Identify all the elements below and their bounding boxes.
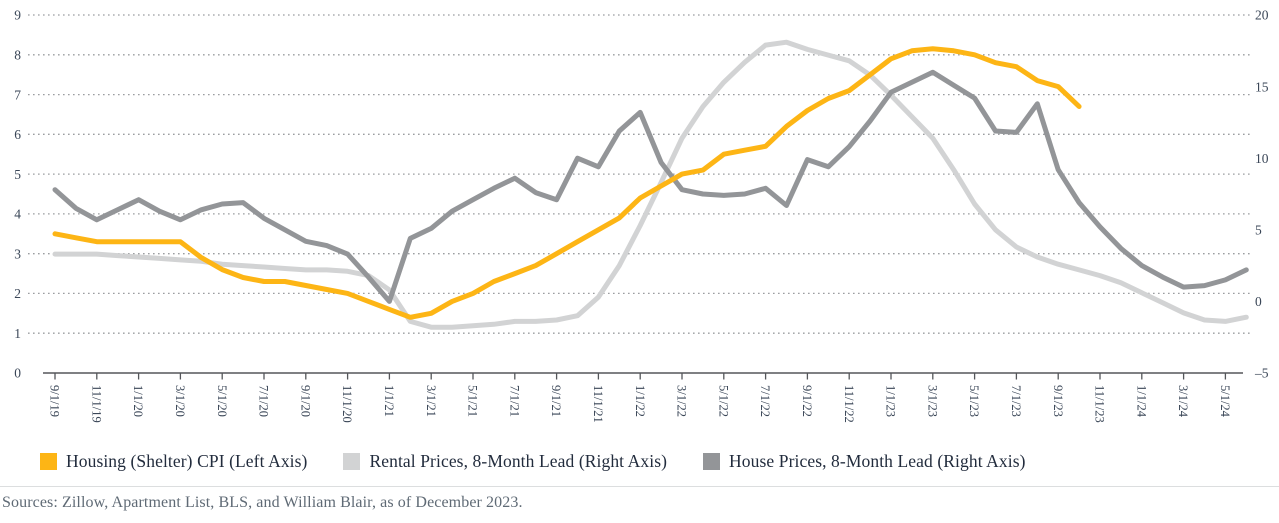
chart-legend: Housing (Shelter) CPI (Left Axis) Rental…	[0, 441, 1279, 481]
x-axis-tick-label: 7/1/21	[507, 385, 521, 417]
left-axis-tick-label: 2	[14, 286, 21, 301]
x-axis-tick-label: 11/1/23	[1093, 385, 1107, 423]
right-axis-tick-label: 15	[1255, 79, 1269, 94]
x-axis-tick-label: 9/1/23	[1051, 385, 1065, 417]
x-axis-tick-label: 7/1/22	[758, 385, 772, 417]
left-axis-tick-label: 0	[14, 366, 21, 381]
x-axis-tick-label: 3/1/24	[1176, 385, 1190, 418]
x-axis-tick-label: 3/1/22	[675, 385, 689, 417]
x-axis-tick-label: 1/1/21	[382, 385, 396, 417]
series-2-line	[52, 69, 1249, 304]
rental-prices-swatch-icon	[343, 452, 361, 470]
legend-label: House Prices, 8-Month Lead (Right Axis)	[729, 450, 1026, 471]
x-axis-tick-label: 11/1/19	[89, 385, 103, 423]
right-axis-tick-label: –5	[1254, 366, 1269, 381]
x-axis-tick-label: 5/1/23	[967, 385, 981, 417]
x-axis-tick-label: 9/1/20	[298, 385, 312, 417]
x-axis-tick-label: 5/1/22	[716, 385, 730, 417]
x-axis-tick-label: 7/1/23	[1009, 385, 1023, 417]
x-axis-tick-label: 9/1/22	[800, 385, 814, 417]
x-axis-tick-label: 5/1/21	[466, 385, 480, 417]
x-axis-tick-label: 11/1/21	[591, 385, 605, 423]
x-axis-tick-label: 1/1/23	[884, 385, 898, 417]
left-axis-tick-label: 3	[14, 246, 21, 261]
left-axis-tick-label: 8	[14, 48, 21, 63]
x-axis-tick-label: 9/1/19	[48, 385, 62, 417]
legend-label: Housing (Shelter) CPI (Left Axis)	[66, 450, 308, 471]
housing-cpi-swatch-icon	[40, 452, 57, 470]
x-axis-tick-label: 1/1/20	[131, 385, 145, 417]
x-axis-tick-label: 5/1/20	[215, 385, 229, 417]
left-axis-tick-label: 9	[14, 8, 21, 23]
x-axis-tick-label: 1/1/22	[633, 385, 647, 417]
left-axis-tick-label: 1	[14, 326, 21, 341]
house-prices-swatch-icon	[703, 452, 721, 470]
line-chart: 0 1 2 3 4 5 6 7 8 9 –5 0 5 10 15 20 9/1/19 11/1/19 1/1/20 3…	[14, 8, 1269, 423]
chart-footer: Sources: Zillow, Apartment List, BLS, an…	[0, 486, 1279, 512]
x-axis-tick-label: 1/1/24	[1134, 385, 1148, 418]
x-axis-tick-label: 7/1/20	[257, 385, 271, 417]
series-1-line	[52, 39, 1249, 330]
source-note: Sources: Zillow, Apartment List, BLS, an…	[2, 494, 523, 511]
x-axis-tick-label: 3/1/20	[173, 385, 187, 417]
legend-label: Rental Prices, 8-Month Lead (Right Axis)	[369, 450, 668, 471]
x-axis-tick-label: 5/1/24	[1218, 385, 1232, 418]
right-axis-tick-label: 10	[1255, 151, 1269, 166]
x-axis-tick-label: 9/1/21	[549, 385, 563, 417]
left-axis-tick-label: 4	[14, 207, 21, 222]
left-axis-tick-label: 7	[14, 87, 21, 102]
left-axis-tick-label: 5	[14, 167, 21, 182]
legend-item-rental-prices: Rental Prices, 8-Month Lead (Right Axis)	[343, 451, 667, 472]
right-axis-tick-label: 5	[1255, 223, 1262, 238]
right-axis-tick-label: 20	[1255, 8, 1269, 23]
legend-item-housing-cpi: Housing (Shelter) CPI (Left Axis)	[40, 451, 307, 472]
x-axis-tick-label: 3/1/21	[424, 385, 438, 417]
series-0-line	[52, 46, 1082, 320]
right-axis-tick-label: 0	[1255, 294, 1262, 309]
x-axis-tick-label: 11/1/22	[842, 385, 856, 423]
left-axis-tick-label: 6	[14, 127, 21, 142]
x-axis-tick-label: 11/1/20	[340, 385, 354, 423]
legend-item-house-prices: House Prices, 8-Month Lead (Right Axis)	[703, 451, 1026, 472]
x-axis-tick-label: 3/1/23	[925, 385, 939, 417]
